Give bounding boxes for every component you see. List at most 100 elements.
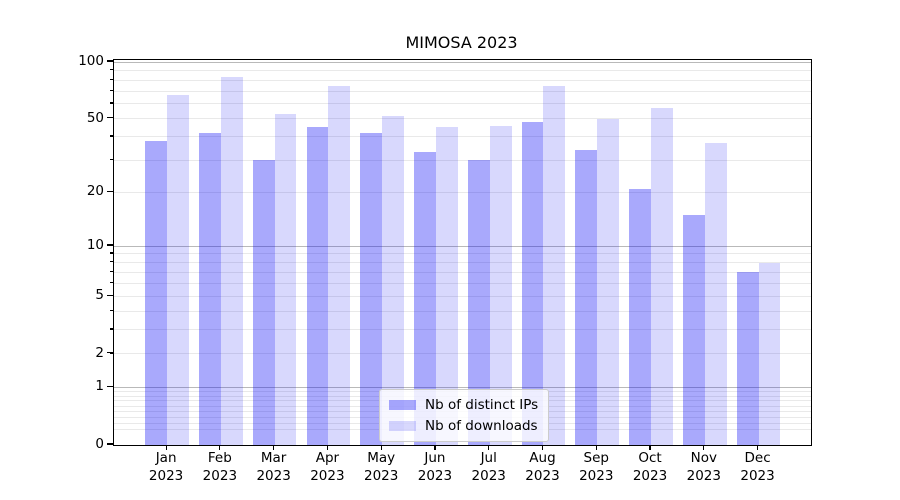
gridline-major: [114, 386, 811, 389]
bar-distinct-ips: [467, 160, 490, 445]
x-tick-label: Jun 2023: [417, 450, 453, 484]
bar-downloads: [704, 143, 727, 445]
y-minor-tick-mark: [109, 135, 113, 137]
bar-distinct-ips: [199, 132, 221, 445]
x-tick-label: Aug 2023: [525, 450, 560, 484]
y-minor-tick-mark: [109, 294, 113, 296]
y-minor-tick-mark: [109, 270, 113, 273]
y-tick-mark: [107, 60, 113, 62]
gridline-minor: [114, 159, 811, 161]
legend-label-downloads: Nb of downloads: [425, 418, 538, 434]
bar-downloads: [328, 85, 351, 445]
x-tick-label: Jul 2023: [471, 450, 506, 484]
x-tick-mark: [219, 445, 221, 451]
gridline-minor: [114, 79, 811, 81]
y-tick-mark: [107, 385, 113, 388]
gridline-minor: [114, 310, 811, 312]
bar-distinct-ips: [360, 132, 383, 445]
x-tick-mark: [273, 445, 275, 451]
legend-label-distinct-ips: Nb of distinct IPs: [425, 397, 539, 413]
legend-swatch-downloads: [389, 421, 416, 431]
y-tick-label: 5: [95, 287, 104, 304]
bar-downloads: [489, 125, 512, 445]
bar-distinct-ips: [145, 141, 168, 445]
legend-item-distinct-ips: Nb of distinct IPs: [389, 397, 538, 413]
gridline-minor: [114, 118, 811, 120]
x-tick-mark: [595, 445, 597, 451]
bar-distinct-ips: [629, 188, 652, 445]
x-tick-label: Nov 2023: [686, 450, 721, 484]
gridline-minor: [114, 191, 811, 193]
y-tick-label: 10: [86, 237, 104, 254]
bar-downloads: [758, 262, 781, 445]
y-minor-tick-mark: [109, 352, 113, 354]
y-minor-tick-mark: [109, 158, 113, 160]
bar-distinct-ips: [306, 127, 329, 445]
x-tick-mark: [541, 445, 544, 451]
y-minor-tick-mark: [109, 282, 113, 284]
gridline-minor: [114, 295, 811, 297]
gridline-major: [114, 245, 811, 247]
x-tick-label: Mar 2023: [256, 450, 291, 484]
x-tick-label: Sep 2023: [579, 450, 614, 484]
bar-downloads: [651, 108, 673, 445]
plot-area: Nb of distinct IPs Nb of downloads: [113, 59, 812, 446]
x-tick-mark: [488, 445, 490, 451]
y-minor-tick-mark: [109, 328, 113, 330]
y-minor-tick-mark: [109, 261, 113, 263]
x-tick-mark: [649, 445, 651, 451]
bar-distinct-ips: [683, 214, 705, 445]
gridline-minor: [114, 283, 811, 285]
x-tick-label: May 2023: [363, 450, 399, 484]
y-tick-label: 0: [95, 436, 104, 452]
y-tick-label: 50: [86, 109, 104, 126]
y-tick-label: 1: [95, 378, 104, 395]
x-tick-label: Oct 2023: [632, 450, 668, 484]
y-tick-mark: [107, 244, 113, 246]
x-tick-label: Feb 2023: [202, 450, 238, 484]
gridline-minor: [114, 70, 811, 72]
x-tick-mark: [434, 445, 436, 451]
legend: Nb of distinct IPs Nb of downloads: [379, 389, 550, 442]
y-minor-tick-mark: [109, 89, 113, 91]
bar-downloads: [382, 115, 404, 445]
y-minor-tick-mark: [109, 69, 113, 71]
y-tick-label: 20: [86, 183, 104, 200]
bar-downloads: [167, 94, 189, 445]
x-tick-label: Dec 2023: [740, 450, 775, 484]
bar-distinct-ips: [252, 160, 275, 445]
gridline-minor: [114, 271, 811, 273]
gridline-major: [114, 61, 811, 63]
y-tick-label: 100: [78, 53, 104, 70]
x-tick-label: Apr 2023: [310, 450, 345, 484]
gridline-minor: [114, 262, 811, 264]
bar-distinct-ips: [575, 150, 598, 445]
y-minor-tick-mark: [109, 252, 113, 254]
y-minor-tick-mark: [109, 309, 113, 312]
x-tick-mark: [165, 445, 167, 451]
y-minor-tick-mark: [109, 190, 113, 193]
x-tick-mark: [326, 445, 328, 451]
x-tick-mark: [756, 445, 759, 451]
chart-title: MIMOSA 2023: [405, 33, 518, 52]
gridline-minor: [114, 329, 811, 331]
y-tick-label: 2: [95, 344, 104, 361]
bar-downloads: [220, 77, 243, 445]
gridline-minor: [114, 136, 811, 138]
y-minor-tick-mark: [109, 78, 113, 81]
bar-downloads: [597, 118, 620, 445]
x-tick-mark: [380, 445, 382, 451]
x-tick-mark: [703, 445, 705, 451]
legend-item-downloads: Nb of downloads: [389, 418, 538, 434]
gridline-minor: [114, 103, 811, 105]
bar-downloads: [543, 85, 566, 445]
bar-distinct-ips: [414, 152, 436, 445]
gridline-minor: [114, 90, 811, 92]
x-tick-label: Jan 2023: [148, 450, 184, 484]
bar-distinct-ips: [736, 272, 759, 445]
gridline-minor: [114, 353, 811, 355]
gridline-minor: [114, 253, 811, 255]
y-minor-tick-mark: [109, 102, 113, 104]
y-minor-tick-mark: [109, 117, 113, 119]
